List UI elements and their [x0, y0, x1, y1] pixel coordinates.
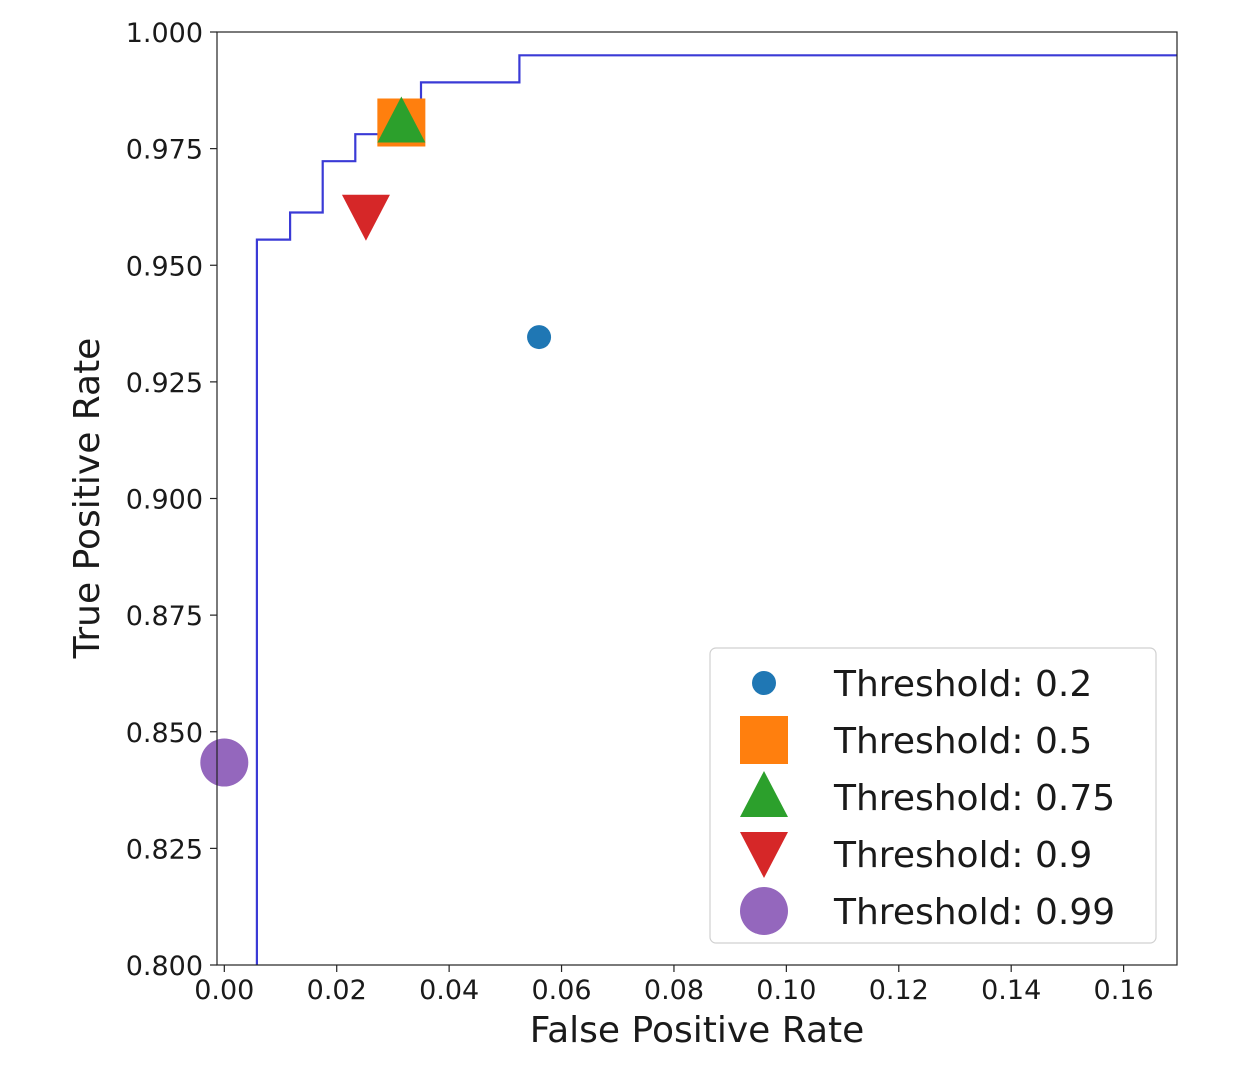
legend-label: Threshold: 0.75: [833, 778, 1115, 819]
y-axis-title: True Positive Rate: [67, 338, 108, 660]
y-tick-label: 0.925: [126, 368, 203, 399]
x-axis-ticks: 0.00 0.02 0.04 0.06 0.08 0.10 0.12 0.14 0.16: [194, 965, 1154, 1006]
marker-triangle-down-d62728: [341, 194, 390, 241]
legend-box: [709, 647, 1157, 944]
y-tick-label: 1.000: [126, 18, 203, 49]
y-tick-label: 0.900: [126, 485, 203, 516]
legend-marker-triangle-up: [740, 771, 788, 817]
x-tick-label: 0.02: [307, 975, 367, 1006]
y-tick-label: 0.950: [126, 251, 203, 282]
x-tick-label: 0.10: [756, 975, 816, 1006]
x-tick-label: 0.16: [1094, 975, 1154, 1006]
legend-label: Threshold: 0.9: [833, 835, 1092, 876]
legend-marker-circle: [752, 671, 776, 695]
marker-circle-1f77b4: [527, 325, 552, 350]
x-tick-label: 0.04: [419, 975, 479, 1006]
x-tick-label: 0.14: [981, 975, 1041, 1006]
legend-label: Threshold: 0.2: [833, 664, 1092, 705]
y-tick-label: 0.850: [126, 718, 203, 749]
marker-circle-9467bd: [200, 738, 249, 787]
marker-triangle-up-2ca02c: [377, 96, 426, 143]
legend-label: Threshold: 0.99: [833, 892, 1115, 933]
y-tick-label: 0.825: [126, 834, 203, 865]
x-tick-label: 0.06: [531, 975, 591, 1006]
y-tick-label: 0.875: [126, 601, 203, 632]
legend: Threshold: 0.2 Threshold: 0.5 Threshold: 0…: [709, 647, 1157, 944]
threshold-markers: [200, 96, 552, 787]
legend-marker-square: [740, 716, 788, 764]
x-axis-title: False Positive Rate: [530, 1010, 865, 1051]
x-tick-label: 0.00: [194, 975, 254, 1006]
y-tick-label: 0.800: [126, 951, 203, 982]
y-tick-label: 0.975: [126, 135, 203, 166]
x-tick-label: 0.08: [644, 975, 704, 1006]
y-axis-ticks: 0.800 0.825 0.850 0.875 0.900 0.925 0.950 0.975…: [126, 18, 217, 982]
roc-curve-layer: [255, 54, 1177, 965]
roc-curve-line: [255, 54, 1177, 965]
legend-marker-circle: [740, 887, 788, 935]
x-tick-label: 0.12: [869, 975, 929, 1006]
legend-label: Threshold: 0.5: [833, 721, 1092, 762]
legend-marker-triangle-down: [740, 832, 788, 878]
